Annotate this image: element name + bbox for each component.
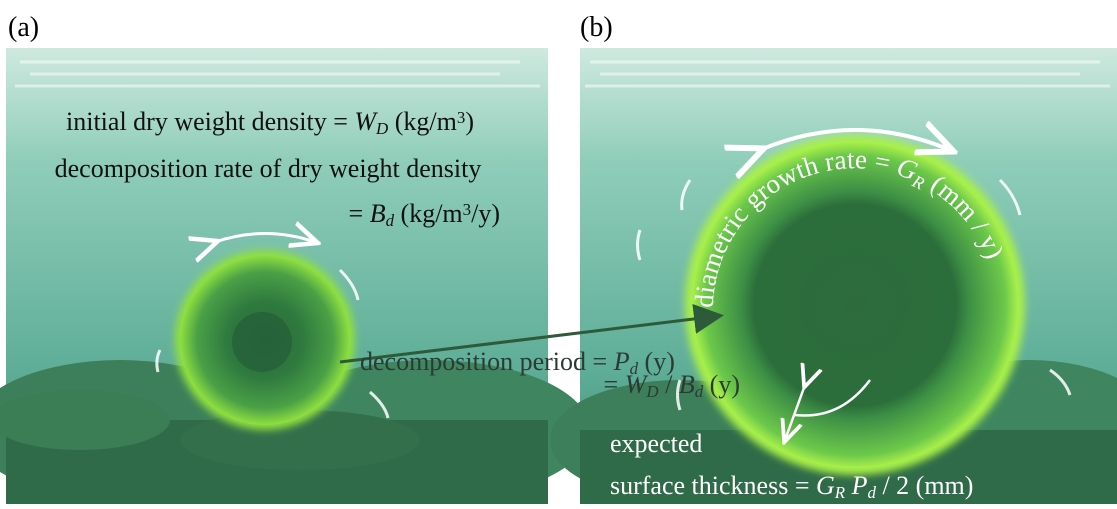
text-run: G — [816, 471, 835, 500]
text-run: (kg/m — [394, 199, 463, 228]
label-line: = Bd (kg/m3/y) — [349, 199, 500, 230]
text-run: 3 — [463, 200, 471, 219]
label-line: decomposition rate of dry weight density — [55, 154, 482, 183]
text-run: P — [851, 471, 868, 500]
text-run: 3 — [457, 108, 465, 127]
text-run: W — [625, 370, 649, 399]
text-run: D — [645, 382, 658, 401]
text-run: decomposition rate of dry weight density — [55, 154, 482, 183]
text-run: (kg/m — [388, 107, 457, 136]
label-line: expected — [610, 429, 702, 458]
text-run: (y) — [703, 370, 740, 399]
figure: (a) (b) initial dry weight density = WD … — [0, 0, 1117, 504]
text-run: D — [375, 119, 388, 138]
text-run: initial dry weight density = — [66, 107, 354, 136]
label-line: = WD / Bd (y) — [604, 370, 740, 401]
text-run: R — [834, 483, 846, 502]
text-run: decomposition period = — [360, 347, 614, 376]
label-line: initial dry weight density = WD (kg/m3) — [66, 107, 474, 138]
text-run: surface thickness = — [610, 471, 816, 500]
text-run: / — [659, 370, 679, 399]
text-run: /y) — [471, 199, 500, 228]
text-run: = — [349, 199, 370, 228]
text-run: / 2 (mm) — [876, 471, 974, 500]
text-run: expected — [610, 429, 702, 458]
label-line: surface thickness = GR Pd / 2 (mm) — [610, 471, 973, 502]
text-run: = — [604, 370, 625, 399]
page: { "panel_a": { "label": "(a)", "density"… — [0, 0, 1117, 504]
text-run: B — [679, 370, 695, 399]
text-run: W — [354, 107, 378, 136]
panel-label: (a) — [8, 12, 39, 43]
text-run: B — [370, 199, 386, 228]
text-run: ) — [465, 107, 474, 136]
panel-label: (b) — [580, 12, 613, 43]
